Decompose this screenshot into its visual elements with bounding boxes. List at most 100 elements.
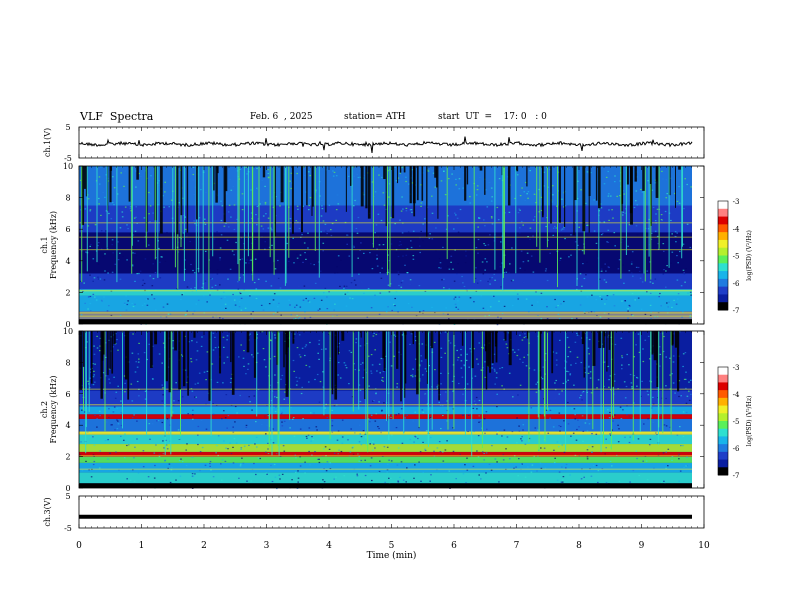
x-tick-label: 6 bbox=[451, 541, 457, 551]
spectrogram-pixel bbox=[271, 244, 273, 246]
spectrogram-pixel bbox=[179, 475, 182, 477]
spectrogram-pixel bbox=[411, 374, 414, 376]
spectrogram-pixel bbox=[617, 441, 620, 443]
spectrogram-pixel bbox=[638, 351, 641, 353]
spectrogram-pixel bbox=[545, 268, 547, 270]
spectrogram-pixel bbox=[573, 408, 576, 410]
spectrogram-pixel bbox=[379, 272, 381, 274]
spectrogram-pixel bbox=[432, 172, 435, 174]
spectrogram-pixel bbox=[483, 243, 485, 245]
spectrogram-pixel bbox=[420, 202, 423, 204]
spectrogram-pixel bbox=[381, 409, 383, 411]
spectrogram-pixel bbox=[575, 439, 578, 441]
spectrogram-pixel bbox=[322, 220, 325, 222]
spectrogram-pixel bbox=[100, 299, 103, 301]
spectrogram-pixel bbox=[455, 167, 458, 169]
spectrogram-pixel bbox=[341, 419, 344, 421]
spectrogram-pixel bbox=[265, 213, 267, 215]
spectrogram-pixel bbox=[108, 212, 110, 215]
spectrogram-pixel bbox=[289, 218, 292, 220]
spectrogram-pixel bbox=[501, 367, 504, 369]
spectrogram-pixel bbox=[245, 234, 247, 236]
spectrogram-pixel bbox=[561, 444, 564, 446]
spectrogram-pixel bbox=[116, 339, 118, 341]
colorbar-swatch bbox=[718, 208, 728, 218]
spectrogram-pixel bbox=[671, 251, 674, 253]
spectrogram-pixel bbox=[365, 444, 368, 446]
spectrogram-pixel bbox=[317, 187, 320, 189]
spectrogram-pixel bbox=[478, 217, 481, 219]
spectrogram-pixel bbox=[476, 185, 479, 187]
spectrogram-pixel bbox=[688, 381, 690, 383]
spectrogram-pixel bbox=[136, 222, 138, 224]
spectrogram-pixel bbox=[443, 287, 445, 289]
spectrogram-pixel bbox=[307, 300, 310, 302]
spectrogram-pixel bbox=[593, 199, 595, 201]
spectrogram-pixel bbox=[671, 455, 674, 458]
spectrogram-pixel bbox=[177, 429, 180, 431]
spectrogram-pixel bbox=[315, 189, 317, 191]
spectrogram-pixel bbox=[451, 173, 453, 175]
spectrogram-pixel bbox=[105, 375, 107, 377]
spectrogram-pixel bbox=[158, 184, 160, 186]
spectrogram-pixel bbox=[198, 372, 201, 374]
spectrogram-pixel bbox=[612, 217, 614, 219]
spectrogram-pixel bbox=[185, 449, 187, 451]
spectrogram-pixel bbox=[234, 421, 236, 423]
spectrogram-pixel bbox=[322, 371, 324, 373]
spectrogram-pixel bbox=[682, 243, 685, 245]
spectrogram-pixel bbox=[134, 280, 136, 282]
spectrogram-pixel bbox=[337, 374, 339, 376]
spectrogram-pixel bbox=[186, 310, 188, 312]
spectrogram-pixel bbox=[618, 428, 620, 430]
spectrogram-pixel bbox=[441, 405, 444, 407]
spectrogram-pixel bbox=[665, 397, 667, 400]
spectrogram-pixel bbox=[624, 398, 626, 400]
spectrogram-pixel bbox=[581, 392, 584, 394]
colorbar-tick-label: -6 bbox=[733, 280, 740, 288]
spectrogram-pixel bbox=[663, 480, 665, 482]
spectrogram-pixel bbox=[619, 195, 621, 197]
spectrogram-pixel bbox=[131, 302, 133, 304]
spectrogram-pixel bbox=[434, 186, 437, 188]
spectrogram-pixel bbox=[279, 205, 281, 207]
spectrogram-pixel bbox=[134, 252, 136, 254]
spectrogram-pixel bbox=[665, 356, 667, 358]
spectrogram-pixel bbox=[638, 474, 641, 477]
spectrogram-pixel bbox=[105, 421, 108, 423]
spectrogram-pixel bbox=[297, 477, 300, 479]
spectrogram-pixel bbox=[246, 173, 248, 175]
spectrogram-pixel bbox=[555, 306, 557, 308]
spectrogram-pixel bbox=[214, 336, 216, 338]
spectrogram-pixel bbox=[601, 232, 604, 235]
spectrogram-pixel bbox=[419, 451, 422, 453]
spectrogram-pixel bbox=[180, 298, 182, 300]
ch1-y-tick-label: 5 bbox=[65, 123, 70, 132]
spectrogram-pixel bbox=[93, 353, 96, 355]
spectrogram-pixel bbox=[444, 391, 447, 393]
spectrogram-pixel bbox=[637, 438, 640, 440]
spectrogram-pixel bbox=[148, 191, 150, 194]
spectrogram-pixel bbox=[629, 436, 631, 438]
spectrogram-pixel bbox=[93, 345, 95, 347]
spectrogram-pixel bbox=[92, 463, 95, 466]
spectrogram-pixel bbox=[546, 306, 548, 308]
spectrogram-pixel bbox=[491, 363, 494, 365]
spectrogram-pixel bbox=[409, 343, 411, 345]
spectrogram-pixel bbox=[654, 182, 657, 184]
spectrogram-pixel bbox=[686, 183, 688, 186]
spectrogram-pixel bbox=[280, 314, 282, 316]
spectrogram-pixel bbox=[242, 274, 245, 276]
spectrogram-pixel bbox=[490, 200, 493, 202]
spectrogram-pixel bbox=[378, 401, 380, 403]
spectrogram-pixel bbox=[361, 281, 363, 283]
spectrogram-pixel bbox=[410, 209, 413, 211]
spectrogram-pixel bbox=[129, 206, 132, 208]
spectrogram-pixel bbox=[516, 442, 518, 444]
spectrogram-pixel bbox=[132, 333, 134, 335]
spectrogram-pixel bbox=[186, 286, 189, 288]
spectrogram-pixel bbox=[364, 459, 366, 461]
spectrogram-pixel bbox=[212, 316, 214, 318]
colorbar-swatch bbox=[718, 459, 728, 468]
